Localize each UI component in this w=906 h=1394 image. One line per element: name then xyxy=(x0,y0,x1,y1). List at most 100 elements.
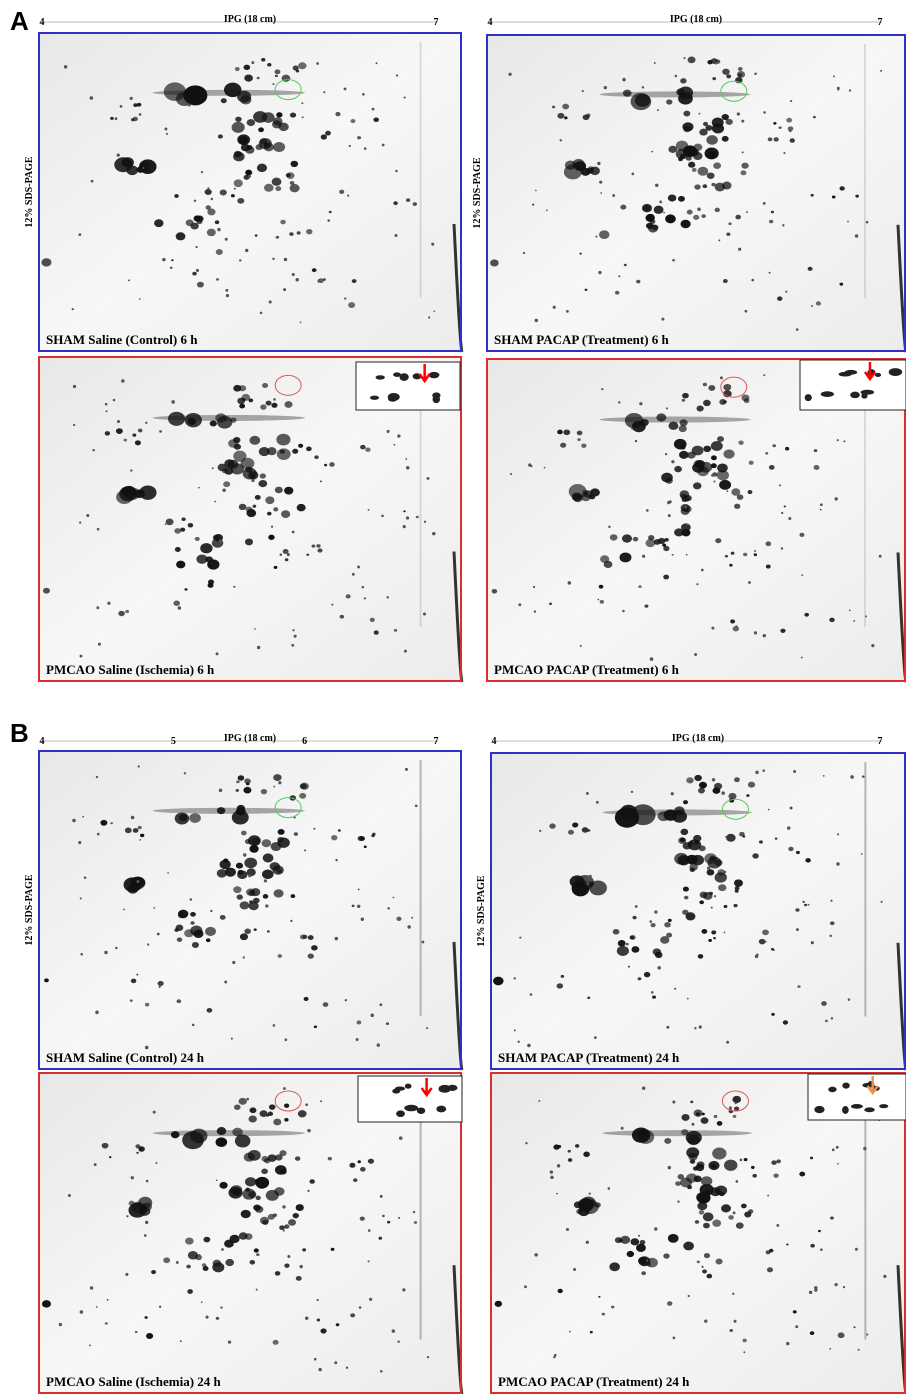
protein-spot xyxy=(207,579,215,585)
protein-spot xyxy=(694,184,701,190)
protein-spot xyxy=(215,652,219,656)
protein-spot xyxy=(371,107,375,111)
protein-spot xyxy=(261,112,275,123)
protein-spot xyxy=(641,1271,647,1276)
inset-spot xyxy=(860,389,875,395)
protein-spot xyxy=(665,477,673,484)
protein-spot xyxy=(116,153,120,157)
protein-spot xyxy=(741,119,745,123)
protein-spot xyxy=(683,895,689,900)
protein-spot xyxy=(320,1328,327,1334)
protein-spot xyxy=(190,911,196,917)
protein-spot xyxy=(240,1209,251,1219)
protein-spot xyxy=(675,1181,681,1187)
protein-spot xyxy=(249,1259,256,1265)
protein-spot xyxy=(848,609,851,612)
protein-spot xyxy=(136,102,142,107)
protein-spot xyxy=(717,869,726,876)
protein-spot xyxy=(728,792,737,800)
protein-spot xyxy=(284,486,294,495)
protein-spot xyxy=(804,612,810,617)
protein-spot xyxy=(679,419,688,427)
protein-spot xyxy=(267,1213,275,1220)
protein-spot xyxy=(233,886,242,894)
protein-spot xyxy=(819,508,822,511)
protein-spot xyxy=(281,510,291,518)
protein-spot xyxy=(373,630,379,635)
highlight-circle xyxy=(721,798,749,820)
protein-spot xyxy=(831,195,836,199)
protein-spot xyxy=(795,1325,799,1329)
protein-spot xyxy=(206,1007,213,1013)
protein-spot xyxy=(832,75,835,78)
protein-spot xyxy=(703,121,709,127)
protein-spot xyxy=(810,1243,815,1248)
protein-spot xyxy=(360,917,365,921)
protein-spot xyxy=(733,1106,740,1111)
protein-spot xyxy=(552,305,556,309)
protein-spot xyxy=(738,247,742,251)
protein-spot xyxy=(758,840,763,844)
protein-spot xyxy=(743,1351,746,1354)
protein-spot xyxy=(581,443,587,448)
inset-box xyxy=(799,359,906,411)
protein-spot xyxy=(167,872,169,874)
protein-spot xyxy=(784,446,790,451)
protein-spot xyxy=(723,904,728,909)
protein-spot xyxy=(357,888,360,891)
protein-spot xyxy=(270,841,282,852)
protein-spot xyxy=(666,932,673,938)
protein-spot xyxy=(291,530,295,534)
protein-spot xyxy=(707,60,713,65)
ph-tick: 7 xyxy=(434,17,439,28)
gel-caption: PMCAO Saline (Ischemia) 6 h xyxy=(46,662,215,677)
protein-spot xyxy=(612,194,616,197)
protein-spot xyxy=(848,89,852,92)
inset-spot xyxy=(842,1106,849,1114)
protein-spot xyxy=(698,1210,705,1215)
protein-spot xyxy=(614,290,620,295)
protein-spot xyxy=(328,210,332,214)
protein-spot xyxy=(351,279,357,284)
protein-spot xyxy=(305,1103,309,1107)
protein-spot xyxy=(836,862,840,866)
protein-spot xyxy=(151,1270,157,1275)
protein-spot xyxy=(311,268,317,273)
protein-spot xyxy=(273,565,278,569)
protein-spot xyxy=(701,214,706,219)
protein-spot xyxy=(357,835,364,842)
gel-smear xyxy=(599,91,751,98)
protein-spot xyxy=(854,1247,858,1251)
protein-spot xyxy=(279,1225,285,1231)
protein-spot xyxy=(671,460,675,464)
protein-spot xyxy=(564,116,568,120)
protein-spot xyxy=(136,1151,139,1154)
protein-spot xyxy=(244,778,251,784)
protein-spot xyxy=(73,423,76,427)
protein-spot xyxy=(666,99,673,105)
protein-spot xyxy=(96,606,100,610)
protein-spot xyxy=(393,443,396,446)
inset-spot xyxy=(838,371,852,377)
protein-spot xyxy=(728,222,732,226)
protein-spot xyxy=(655,183,659,188)
protein-spot xyxy=(624,412,644,429)
protein-spot xyxy=(754,550,757,553)
protein-spot xyxy=(227,459,239,469)
protein-spot xyxy=(747,781,756,788)
protein-spot xyxy=(611,1305,615,1309)
protein-spot xyxy=(703,1252,711,1259)
gel-caption: PMCAO PACAP (Treatment) 24 h xyxy=(498,1374,690,1389)
protein-spot xyxy=(176,560,186,569)
protein-spot xyxy=(748,460,754,465)
protein-spot xyxy=(587,166,594,172)
protein-spot xyxy=(769,219,774,224)
protein-spot xyxy=(786,1341,790,1346)
protein-spot xyxy=(236,894,244,900)
protein-spot xyxy=(702,1269,707,1274)
protein-spot xyxy=(144,1045,149,1050)
protein-spot xyxy=(697,1201,708,1211)
protein-spot xyxy=(722,279,728,284)
protein-spot xyxy=(734,886,740,891)
protein-spot xyxy=(345,1366,349,1369)
